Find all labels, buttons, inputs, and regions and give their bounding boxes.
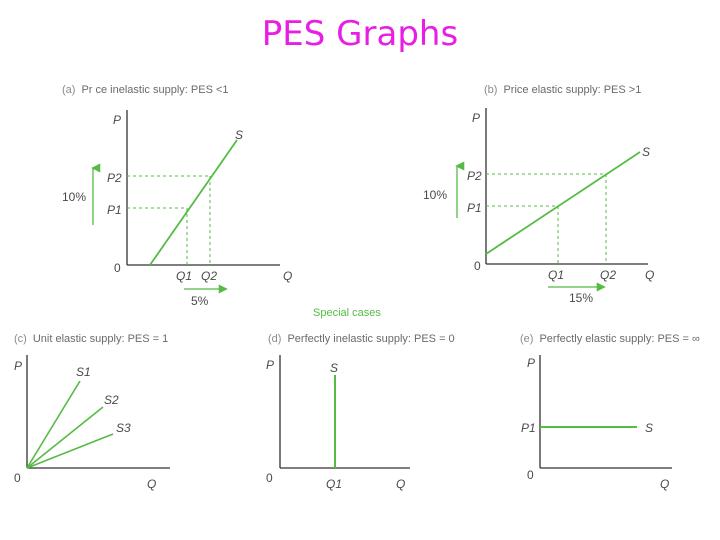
panel-e-p1-label: P1 [521, 421, 536, 435]
panel-d-origin-label: 0 [266, 471, 273, 485]
panel-d-q1-label: Q1 [326, 477, 342, 491]
panel-e-tag: (e) [520, 333, 533, 345]
panel-a-supply-curve [149, 139, 238, 266]
panel-e-q-axis-label: Q [660, 477, 669, 491]
panel-c-tag: (c) [14, 333, 27, 345]
panel-b-price-change-label: 10% [423, 188, 447, 202]
panel-d: (d) Perfectly inelastic supply: PES = 0 P… [266, 333, 455, 491]
svg-text:(e)Perfectly elastic supply: P: (e) Perfectly elastic supply: PES = ∞ [520, 333, 700, 345]
panel-a-p2-label: P2 [107, 171, 122, 185]
panel-b-q2-label: Q2 [600, 268, 616, 282]
panel-b-origin-label: 0 [474, 259, 481, 273]
panel-b-quantity-change-label: 15% [569, 291, 593, 305]
svg-text:(b)Price elastic supply: PES >: (b) Price elastic supply: PES >1 [484, 84, 641, 96]
panel-c-supply-curve-s3 [26, 433, 114, 469]
panel-a-caption: Pr ce inelastic supply: PES <1 [81, 84, 228, 96]
panel-d-q-axis-label: Q [396, 477, 405, 491]
panel-a-q1-label: Q1 [176, 269, 192, 283]
svg-text:(a)Pr ce inelastic supply: PES: (a) Pr ce inelastic supply: PES <1 [62, 84, 229, 96]
panel-c-q-axis-label: Q [147, 477, 156, 491]
panel-b-caption: Price elastic supply: PES >1 [503, 84, 641, 96]
panel-c-caption: Unit elastic supply: PES = 1 [33, 333, 168, 345]
panel-a-q2-label: Q2 [201, 269, 217, 283]
panel-e-curve-label: S [645, 421, 653, 435]
panel-a-quantity-change-label: 5% [191, 294, 209, 308]
panel-c-s2-label: S2 [104, 393, 119, 407]
panel-e: (e) Perfectly elastic supply: PES = ∞ P P… [520, 333, 700, 491]
panel-b-p-axis-label: P [472, 111, 480, 125]
panel-c-supply-curve-s2 [26, 406, 104, 469]
panel-c-s3-label: S3 [116, 421, 131, 435]
panel-e-caption: Perfectly elastic supply: PES = ∞ [539, 333, 699, 345]
panel-c-origin-label: 0 [14, 471, 21, 485]
panel-a-p-axis-label: P [113, 113, 121, 127]
page-title: PES Graphs [261, 14, 459, 54]
panel-b-p1-label: P1 [467, 201, 482, 215]
panel-b-p2-label: P2 [467, 169, 482, 183]
panel-c: (c) Unit elastic supply: PES = 1 P S1 S2 … [14, 333, 170, 491]
panel-b: (b) Price elastic supply: PES >1 P P2 P1 … [423, 84, 654, 305]
panel-b-q1-label: Q1 [548, 268, 564, 282]
svg-text:(d)Perfectly inelastic supply:: (d) Perfectly inelastic supply: PES = 0 [268, 333, 455, 345]
panel-a: (a) Pr ce inelastic supply: PES <1 P P2 P… [62, 84, 292, 308]
panel-b-curve-label: S [642, 145, 650, 159]
panel-a-price-change-label: 10% [62, 190, 86, 204]
panel-a-origin-label: 0 [114, 261, 121, 275]
panel-b-tag: (b) [484, 84, 497, 96]
svg-text:(c)Unit elastic supply: PES =: (c) Unit elastic supply: PES = 1 [14, 333, 168, 345]
panel-a-curve-label: S [235, 128, 243, 142]
panel-d-p-axis-label: P [266, 358, 274, 372]
panel-c-p-axis-label: P [14, 359, 22, 373]
panel-e-p-axis-label: P [527, 356, 535, 370]
panel-b-q-axis-label: Q [645, 268, 654, 282]
panel-d-tag: (d) [268, 333, 281, 345]
panel-a-tag: (a) [62, 84, 75, 96]
panel-c-supply-curve-s1 [26, 380, 81, 469]
panel-d-curve-label: S [330, 361, 338, 375]
panel-d-caption: Perfectly inelastic supply: PES = 0 [287, 333, 454, 345]
panel-c-s1-label: S1 [76, 365, 91, 379]
special-cases-heading: Special cases [313, 307, 381, 319]
panel-e-origin-label: 0 [527, 468, 534, 482]
panel-a-p1-label: P1 [107, 203, 122, 217]
panel-a-q-axis-label: Q [283, 269, 292, 283]
panel-b-supply-curve [485, 151, 641, 255]
